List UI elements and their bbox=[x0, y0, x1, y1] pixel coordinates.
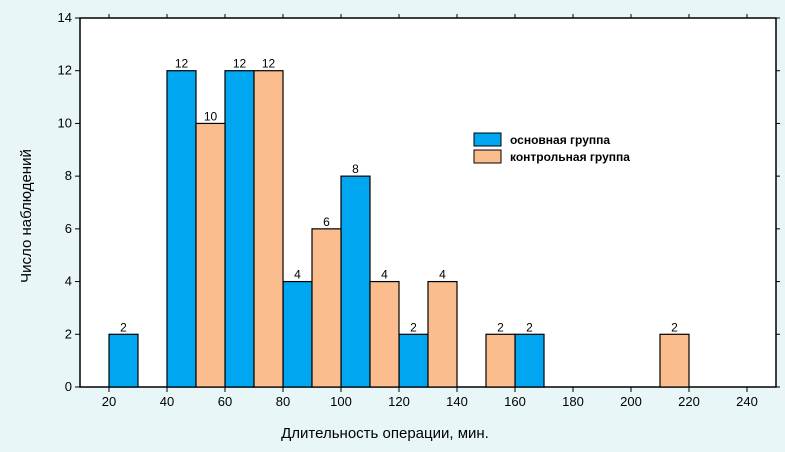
x-tick-label-2: 60 bbox=[218, 394, 232, 409]
bar-series-1-3 bbox=[369, 280, 400, 388]
x-axis-label: Длительность операции, мин. bbox=[281, 425, 489, 442]
axes-layer: 20 40 60 80 100 120 140 160 180 200 220 240 0 2 4 6 8 10 1… bbox=[58, 10, 780, 409]
y-tick-label-2: 4 bbox=[65, 274, 72, 289]
data-label-series-1-4: 4 bbox=[439, 268, 446, 282]
x-tick-label-8: 180 bbox=[562, 394, 584, 409]
x-tick-label-4: 100 bbox=[330, 394, 352, 409]
data-label-series-1-0: 10 bbox=[204, 109, 218, 123]
data-label-series-0-4: 8 bbox=[352, 162, 359, 176]
x-tick-label-7: 160 bbox=[504, 394, 526, 409]
data-label-series-1-2: 6 bbox=[323, 215, 330, 229]
legend-label-1: контрольная группа bbox=[510, 150, 630, 164]
bars-layer bbox=[108, 70, 690, 388]
data-labels-layer: 2 12 12 4 8 2 2 10 12 6 4 4 2 2 bbox=[120, 57, 678, 335]
x-tick-label-1: 40 bbox=[160, 394, 174, 409]
bar-series-0-5 bbox=[398, 333, 429, 388]
data-label-series-0-0: 2 bbox=[120, 320, 127, 334]
bar-series-0-6 bbox=[514, 333, 545, 388]
x-tick-label-5: 120 bbox=[388, 394, 410, 409]
legend-label-0: основная группа bbox=[510, 133, 610, 147]
bar-series-0-3 bbox=[282, 280, 313, 388]
bar-series-0-4 bbox=[340, 175, 371, 388]
data-label-series-1-6: 2 bbox=[671, 320, 678, 334]
data-label-series-1-3: 4 bbox=[381, 268, 388, 282]
legend-swatch-1 bbox=[473, 149, 502, 164]
x-tick-label-11: 240 bbox=[736, 394, 758, 409]
data-label-series-1-1: 12 bbox=[262, 57, 276, 71]
data-label-series-0-3: 4 bbox=[294, 268, 301, 282]
bar-series-1-4 bbox=[427, 280, 458, 388]
y-axis-label: Число наблюдений bbox=[18, 149, 35, 283]
x-tick-label-0: 20 bbox=[102, 394, 116, 409]
data-label-series-0-6: 2 bbox=[526, 320, 533, 334]
y-tick-label-4: 8 bbox=[65, 168, 72, 183]
data-label-series-1-5: 2 bbox=[497, 320, 504, 334]
x-tick-label-6: 140 bbox=[446, 394, 468, 409]
data-label-series-0-5: 2 bbox=[410, 320, 417, 334]
y-tick-label-7: 14 bbox=[58, 10, 72, 25]
bar-series-1-6 bbox=[659, 333, 690, 388]
legend: основная группа контрольная группа bbox=[473, 132, 630, 164]
x-tick-label-10: 220 bbox=[678, 394, 700, 409]
data-label-series-0-2: 12 bbox=[233, 57, 247, 71]
bar-series-1-1 bbox=[253, 70, 284, 388]
x-tick-label-3: 80 bbox=[276, 394, 290, 409]
y-tick-label-1: 2 bbox=[65, 326, 72, 341]
legend-swatch-0 bbox=[473, 132, 502, 147]
bar-series-1-5 bbox=[485, 333, 516, 388]
bar-series-1-2 bbox=[311, 228, 342, 388]
bar-series-0-0 bbox=[108, 333, 139, 388]
y-tick-label-5: 10 bbox=[58, 115, 72, 130]
y-tick-label-6: 12 bbox=[58, 63, 72, 78]
bar-series-1-0 bbox=[195, 122, 226, 388]
data-label-series-0-1: 12 bbox=[175, 57, 189, 71]
bar-series-0-2 bbox=[224, 70, 255, 388]
bar-series-0-1 bbox=[166, 70, 197, 388]
y-tick-label-3: 6 bbox=[65, 221, 72, 236]
x-tick-label-9: 200 bbox=[620, 394, 642, 409]
y-tick-label-0: 0 bbox=[65, 379, 72, 394]
